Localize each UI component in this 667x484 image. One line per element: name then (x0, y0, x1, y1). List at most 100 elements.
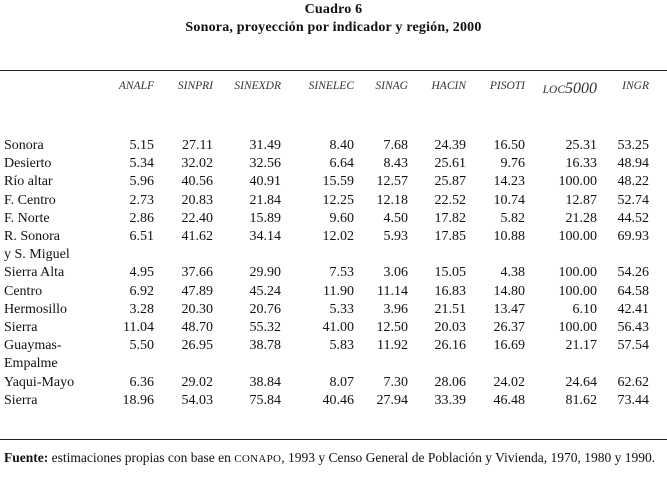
table-cell: 20.30 (181, 301, 214, 317)
table-cell: 52.74 (617, 192, 650, 208)
table-cell: 28.06 (434, 374, 467, 390)
table-cell: 3.28 (129, 301, 155, 317)
table-cell: 11.90 (323, 283, 354, 299)
table-cell: 12.02 (322, 229, 355, 244)
table-cell: 21.17 (565, 338, 598, 354)
bottom-rule (0, 439, 667, 440)
table-cell: 15.05 (434, 265, 467, 281)
table-cell: 17.85 (434, 229, 467, 244)
table-cell: 44.52 (617, 210, 650, 226)
column-header-text: SINELEC (308, 80, 354, 92)
table-cell: 5.50 (129, 338, 155, 354)
table-cell: 16.50 (493, 138, 526, 153)
column-header-suffix: 5000 (565, 80, 597, 97)
table-cell: 21.28 (565, 210, 598, 226)
table-cell: 42.41 (617, 301, 650, 317)
table-cell: 12.57 (376, 174, 409, 190)
table-cell: 6.36 (129, 374, 155, 390)
table-cell: 40.56 (181, 174, 214, 190)
table-cell: 5.83 (329, 338, 355, 354)
column-header: LOC5000 (542, 80, 597, 97)
table-cell: 29.02 (181, 374, 214, 390)
footnote-org: CONAPO (234, 453, 282, 465)
table-cell: 13.47 (493, 301, 526, 317)
row-label: Sierra Alta (4, 265, 65, 281)
footnote-label: Fuente: (4, 450, 49, 465)
table-cell: 32.56 (249, 156, 282, 172)
table-row: Desierto 5.34 32.02 32.56 6.64 8.43 25.61 9.76 1… (0, 155, 667, 173)
table-cell: 100.00 (558, 174, 598, 190)
table-cell: 48.22 (617, 174, 650, 190)
table-cell: 37.66 (181, 265, 214, 281)
table-cell: 2.86 (129, 210, 155, 226)
table-cell: 73.44 (617, 392, 650, 408)
table-cell: 38.78 (249, 338, 282, 354)
row-label: F. Centro (4, 192, 56, 208)
table-row: Hermosillo 3.28 20.30 20.76 5.33 3.96 21.51 13.… (0, 301, 667, 319)
table-cell: 34.14 (249, 229, 282, 244)
table-cell: 62.62 (617, 374, 650, 390)
row-label: F. Norte (4, 210, 50, 226)
table-cell: 69.93 (617, 229, 650, 244)
row-label: Centro (4, 283, 43, 299)
table-cell: 16.69 (493, 338, 526, 354)
table-row: Sonora 5.15 27.11 31.49 8.40 7.68 24.39 16.50 25… (0, 137, 667, 155)
table-cell: 27.94 (376, 392, 409, 408)
table-cell: 11.14 (377, 283, 408, 299)
table-cell: 15.59 (322, 174, 355, 190)
table-cell: 64.58 (617, 283, 650, 299)
table-cell: 24.39 (434, 138, 467, 153)
column-header: SINEXDR (234, 80, 281, 96)
table-cell: 7.30 (383, 374, 409, 390)
row-label: y S. Miguel (4, 247, 70, 263)
table-cell: 15.89 (249, 210, 282, 226)
row-label: Río altar (4, 174, 53, 190)
table-cell: 53.25 (617, 138, 650, 153)
table-cell: 6.10 (572, 301, 598, 317)
table-cell: 100.00 (558, 265, 598, 281)
column-header-text: SINAG (375, 80, 408, 92)
table-cell: 9.76 (500, 156, 526, 172)
table-cell: 48.70 (181, 320, 214, 335)
table-cell: 12.18 (376, 192, 409, 208)
table-cell: 20.76 (249, 301, 282, 317)
table-row: R. Sonora 6.51 41.62 34.14 12.02 5.93 17.85 10.… (0, 228, 667, 246)
table-cell: 5.15 (129, 138, 155, 153)
footnote-text-b: , 1993 y Censo General de Población y Vi… (281, 450, 656, 465)
table-row: Sierra 11.04 48.70 55.32 41.00 12.50 20.03 26.3… (0, 319, 667, 337)
row-label: R. Sonora (4, 229, 60, 244)
table-cell: 21.51 (434, 301, 467, 317)
table-cell: 10.88 (493, 229, 526, 244)
table-cell: 81.62 (565, 392, 598, 408)
table-cell: 41.62 (181, 229, 214, 244)
top-rule (0, 70, 667, 71)
table-cell: 26.37 (493, 320, 526, 335)
table-cell: 22.52 (434, 192, 467, 208)
table-cell: 24.02 (493, 374, 526, 390)
table-row: Sierra Alta 4.95 37.66 29.90 7.53 3.06 15.05 4.… (0, 264, 667, 282)
column-header: ANALF (119, 80, 154, 96)
table-cell: 11.04 (123, 320, 154, 335)
table-row: Centro 6.92 47.89 45.24 11.90 11.14 16.83 14.80… (0, 283, 667, 301)
table-cell: 14.80 (493, 283, 526, 299)
column-header-text: LOC (542, 84, 565, 96)
table-cell: 33.39 (434, 392, 467, 408)
table-cell: 45.24 (249, 283, 282, 299)
row-label: Desierto (4, 156, 52, 172)
table-cell: 16.83 (434, 283, 467, 299)
table-cell: 32.02 (181, 156, 214, 172)
footnote: Fuente: estimaciones propias con base en… (4, 448, 664, 469)
table-cell: 20.83 (181, 192, 214, 208)
table-row: Empalme (0, 355, 667, 373)
table-cell: 17.82 (434, 210, 467, 226)
column-header: SINELEC (309, 80, 354, 96)
column-header-text: SINPRI (177, 80, 213, 92)
table-cell: 20.03 (434, 320, 467, 335)
table-cell: 25.87 (434, 174, 467, 190)
table-cell: 6.51 (129, 229, 155, 244)
table-cell: 5.93 (383, 229, 409, 244)
table-cell: 4.50 (383, 210, 409, 226)
table-cell: 21.84 (249, 192, 282, 208)
table-cell: 25.61 (434, 156, 467, 172)
table-cell: 54.26 (617, 265, 650, 281)
